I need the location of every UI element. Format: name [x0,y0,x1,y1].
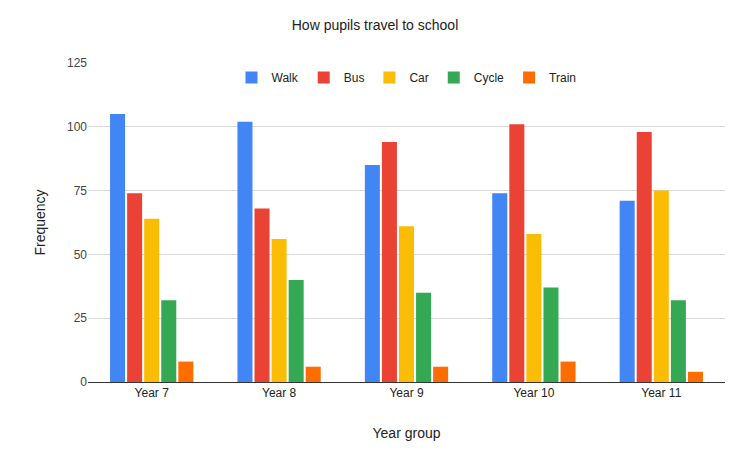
svg-text:Year 9: Year 9 [389,386,424,400]
svg-text:125: 125 [67,56,87,70]
svg-text:100: 100 [67,120,87,134]
svg-text:25: 25 [74,311,88,325]
svg-text:Year 7: Year 7 [135,386,170,400]
svg-text:Walk: Walk [272,71,299,85]
svg-text:Frequency: Frequency [32,189,48,255]
svg-text:Cycle: Cycle [474,71,504,85]
svg-text:Year 10: Year 10 [513,386,554,400]
svg-text:75: 75 [74,184,88,198]
svg-text:Bus: Bus [344,71,365,85]
svg-text:How pupils travel to school: How pupils travel to school [292,17,459,33]
svg-text:Year 11: Year 11 [641,386,681,400]
svg-text:Year 8: Year 8 [262,386,297,400]
svg-text:50: 50 [74,248,88,262]
svg-text:0: 0 [80,375,87,389]
svg-text:Train: Train [549,71,576,85]
svg-text:Car: Car [409,71,428,85]
svg-text:Year group: Year group [373,425,441,441]
